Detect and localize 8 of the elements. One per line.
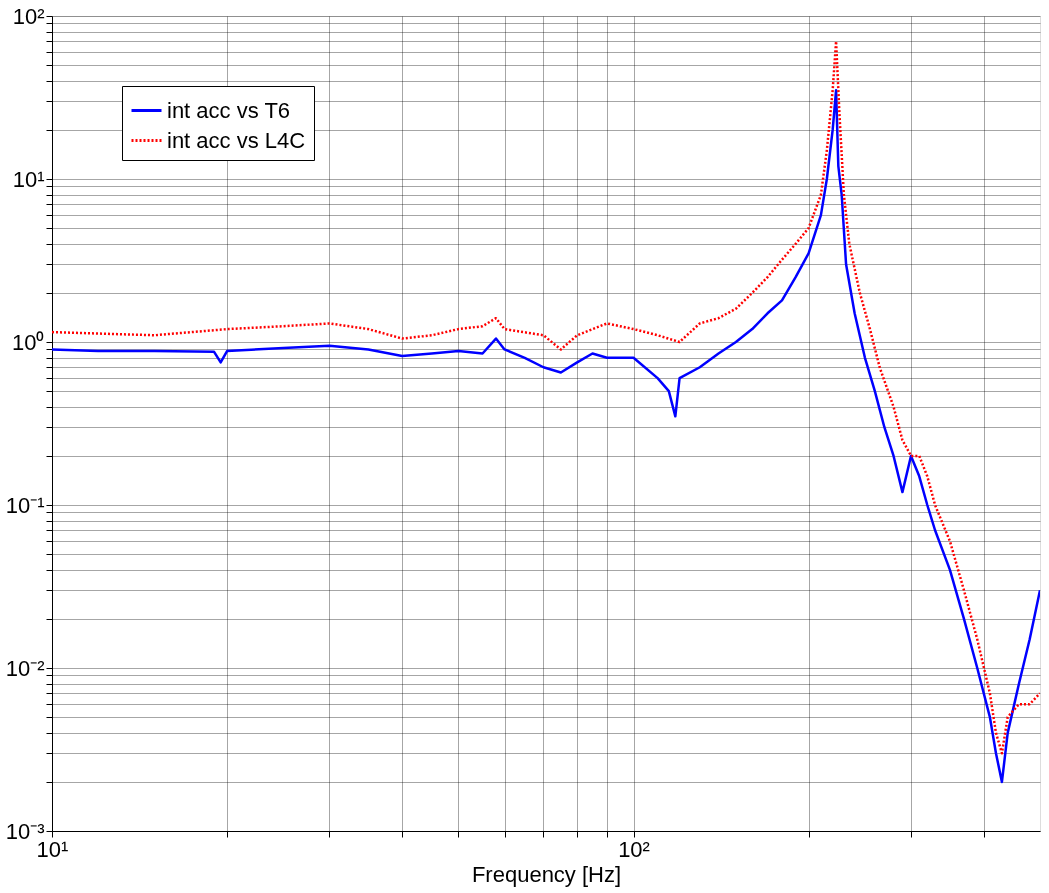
y-tick-label: 10⁻¹ (5, 492, 45, 518)
x-axis-title: Frequency [Hz] (471, 861, 622, 887)
legend-label: int acc vs T6 (167, 97, 291, 123)
y-tick-label: 10⁻² (5, 655, 45, 681)
y-tick-label: 10² (12, 3, 45, 29)
y-tick-label: 10⁰ (12, 329, 45, 355)
legend-label: int acc vs L4C (167, 127, 306, 153)
y-tick-label: 10¹ (12, 166, 45, 192)
